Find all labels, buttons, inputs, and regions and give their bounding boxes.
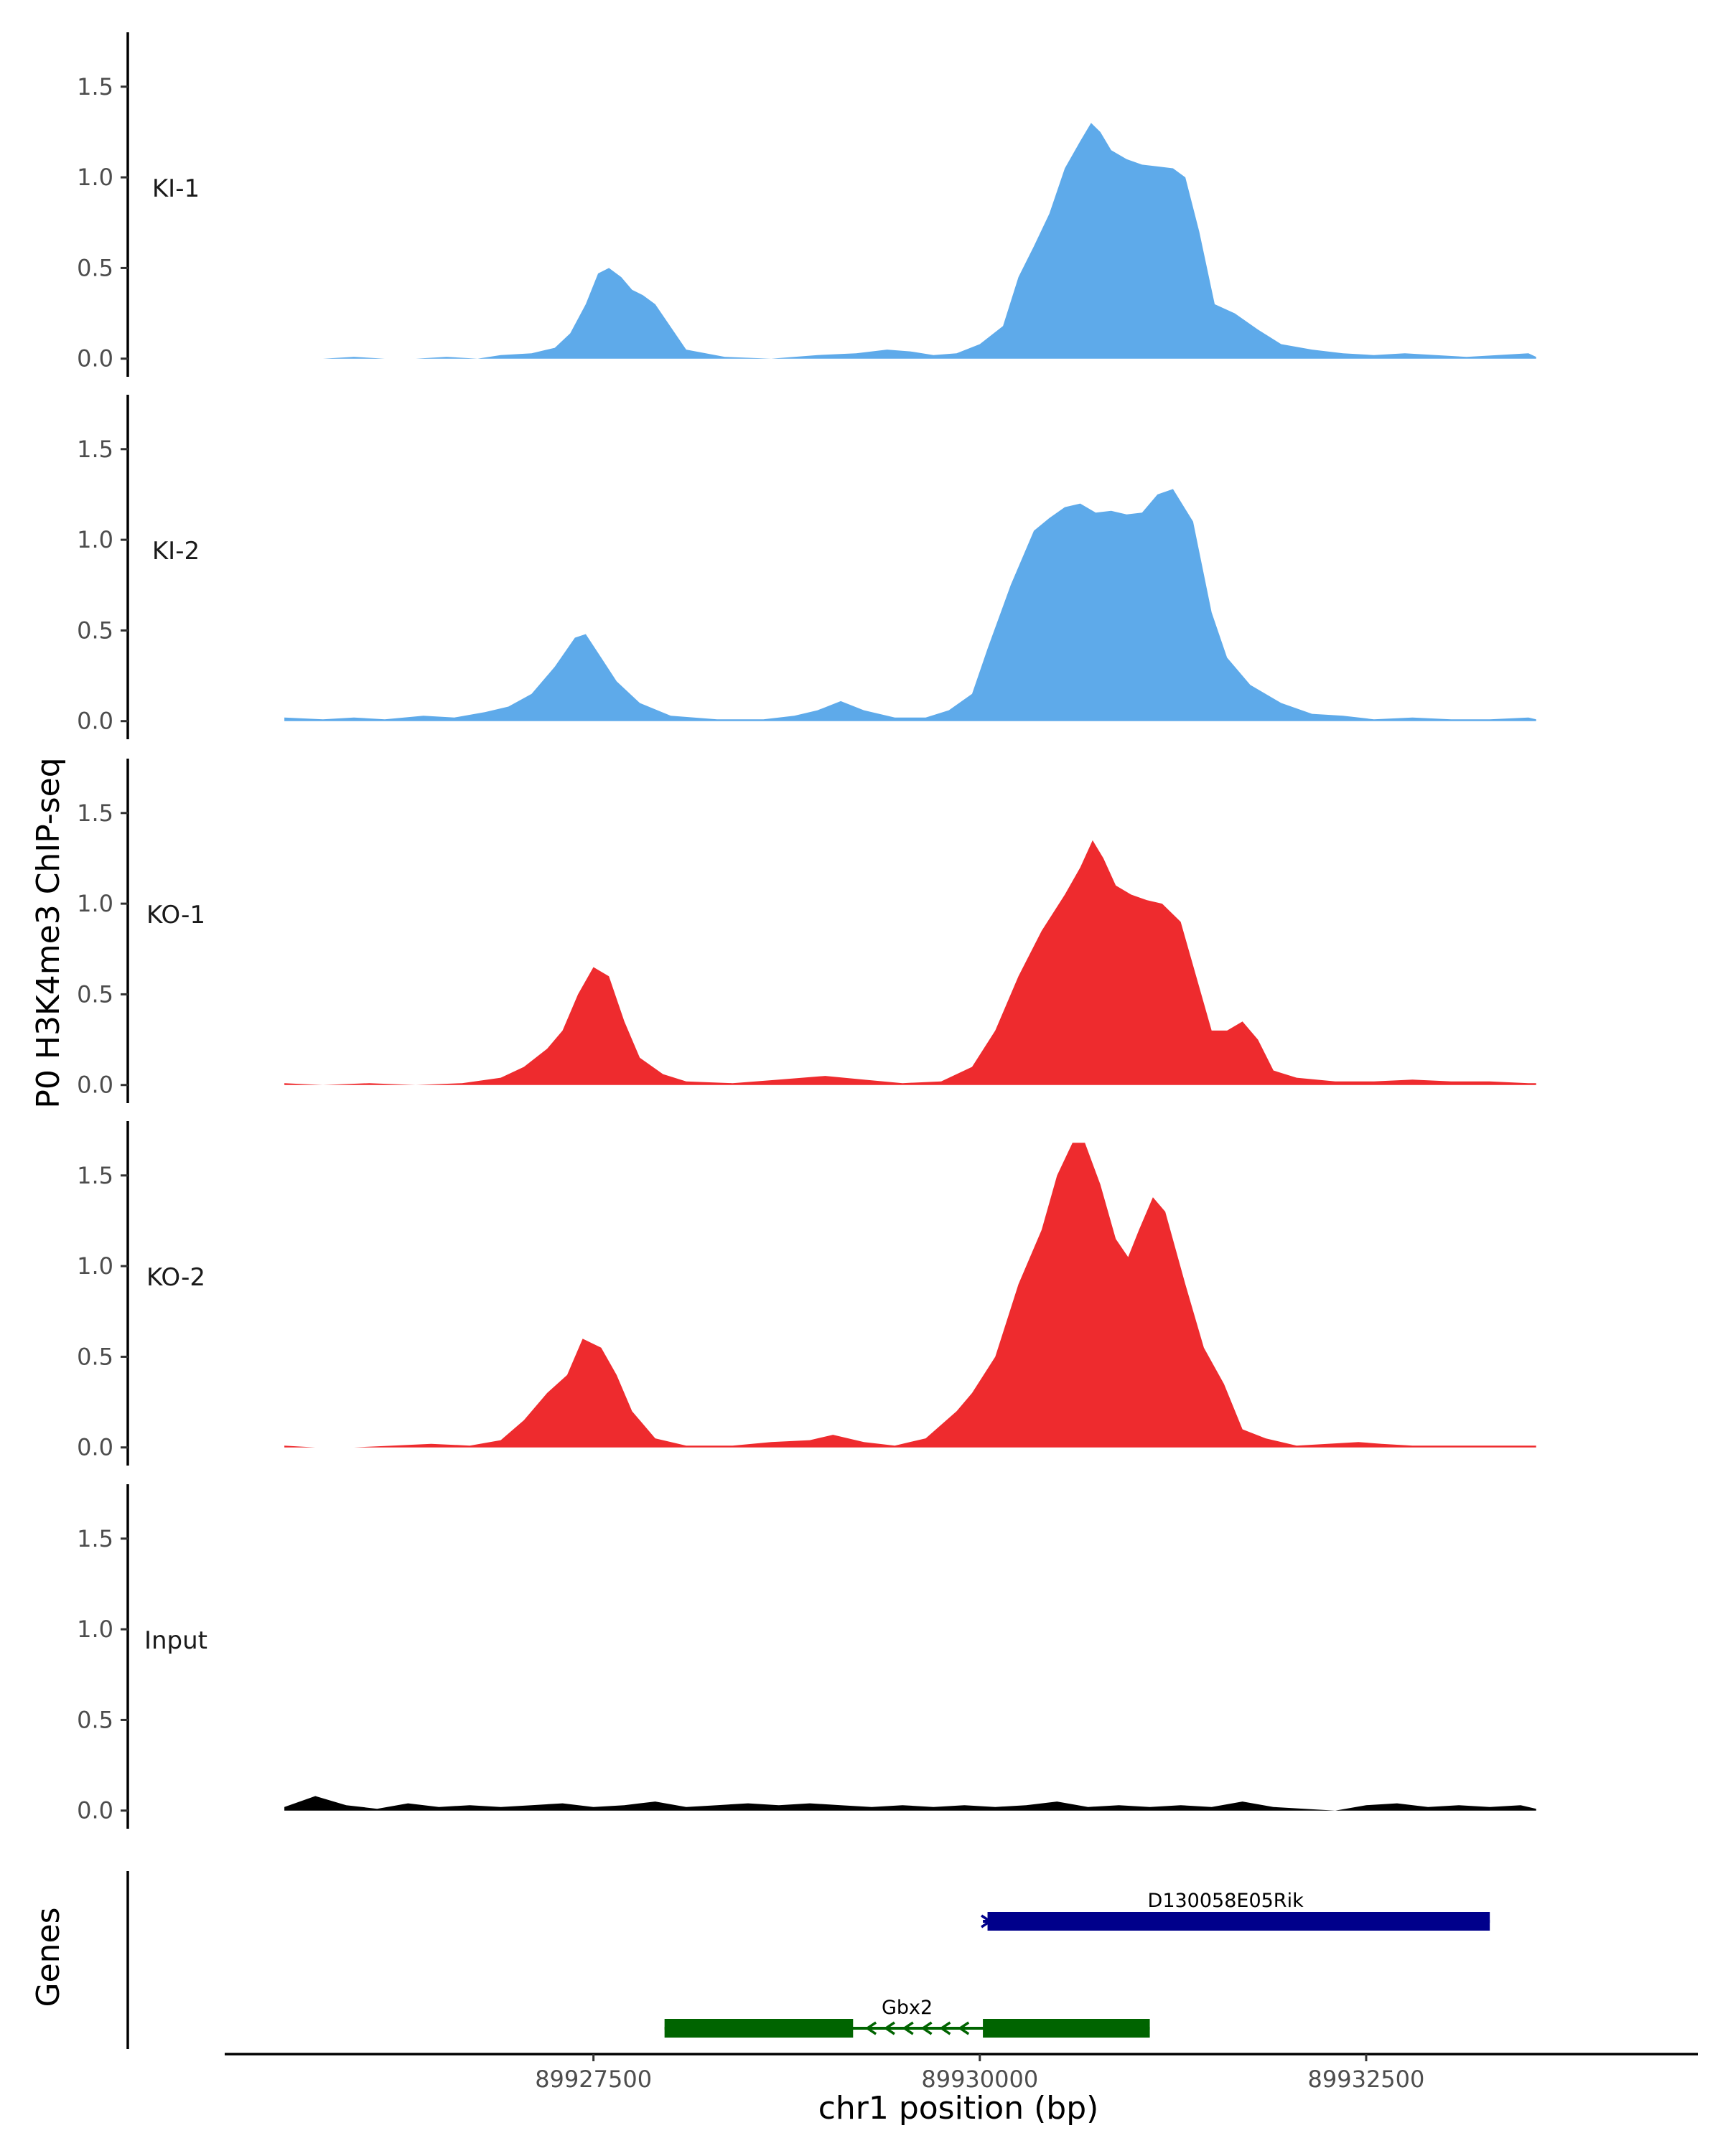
coverage-area-ki-1 (322, 123, 1536, 359)
y-tick-label: 0.5 (77, 980, 113, 1008)
gene-label: Gbx2 (882, 1997, 933, 2019)
track-label: KO-2 (146, 1263, 205, 1292)
track-panels: 0.0 0.5 1.0 1.5 KI-1 0.0 0.5 1.0 1.5 KI-2 0.0 0.5 1.… (77, 32, 1536, 1829)
x-tick-label: 89932500 (1308, 2066, 1425, 2093)
track-panel-ko-1: 0.0 0.5 1.0 1.5 KO-1 (77, 759, 1536, 1103)
y-tick-label: 0.5 (77, 1343, 113, 1370)
track-label: KI-2 (152, 537, 200, 566)
x-tick-label: 89930000 (921, 2066, 1038, 2093)
y-tick-label: 1.5 (77, 1162, 113, 1189)
x-axis-title: chr1 position (bp) (818, 2090, 1099, 2127)
coverage-area-input (284, 1796, 1536, 1811)
y-tick-label: 1.5 (77, 800, 113, 827)
x-tick-label: 89927500 (535, 2066, 652, 2093)
strand-arrow-icon (864, 2021, 877, 2035)
strand-arrow-icon (958, 2021, 970, 2035)
y-tick-label: 0.0 (77, 345, 113, 372)
y-axis-title: P0 H3K4me3 ChIP-seq (30, 757, 67, 1108)
y-tick-label: 1.0 (77, 1252, 113, 1280)
y-tick-label: 1.0 (77, 890, 113, 917)
x-axis: 89927500 89930000 89932500 (225, 2053, 1698, 2093)
track-panel-input: 0.0 0.5 1.0 1.5 Input (77, 1484, 1536, 1829)
y-tick-label: 0.5 (77, 254, 113, 281)
y-tick-label: 1.5 (77, 73, 113, 100)
coverage-area-ko-2 (284, 1143, 1536, 1448)
track-panel-ko-2: 0.0 0.5 1.0 1.5 KO-2 (77, 1121, 1536, 1466)
y-tick-label: 1.0 (77, 526, 113, 553)
strand-arrow-icon (920, 2021, 933, 2035)
strand-arrow-icon (981, 1914, 993, 1928)
y-tick-label: 0.0 (77, 1434, 113, 1461)
track-label: Input (144, 1626, 207, 1655)
track-panel-ki-1: 0.0 0.5 1.0 1.5 KI-1 (77, 32, 1536, 377)
gene-exon (664, 2019, 854, 2038)
gene-gbx2: Gbx2 (664, 1997, 1150, 2038)
gene-exon (987, 1912, 1490, 1931)
gene-exon (983, 2019, 1150, 2038)
strand-arrow-icon (902, 2021, 914, 2035)
track-label: KO-1 (146, 901, 205, 929)
strand-arrow-icon (883, 2021, 895, 2035)
track-label: KI-1 (152, 174, 200, 203)
y-tick-label: 0.5 (77, 617, 113, 644)
y-tick-label: 0.0 (77, 1072, 113, 1099)
y-tick-label: 1.5 (77, 436, 113, 463)
y-tick-label: 0.0 (77, 1797, 113, 1824)
genes-axis-title: Genes (30, 1907, 67, 2007)
y-tick-label: 1.0 (77, 164, 113, 191)
gene-d130058e05rik: D130058E05Rik (981, 1890, 1490, 1931)
y-tick-label: 0.0 (77, 708, 113, 735)
y-tick-label: 0.5 (77, 1706, 113, 1733)
y-tick-label: 1.5 (77, 1525, 113, 1552)
y-tick-label: 1.0 (77, 1616, 113, 1643)
strand-arrow-icon (939, 2021, 951, 2035)
track-panel-ki-2: 0.0 0.5 1.0 1.5 KI-2 (77, 395, 1536, 739)
coverage-area-ko-1 (284, 840, 1536, 1085)
gene-label: D130058E05Rik (1148, 1890, 1304, 1912)
coverage-area-ki-2 (284, 489, 1536, 721)
genes-panel: D130058E05Rik Gbx2 (126, 1871, 1490, 2049)
